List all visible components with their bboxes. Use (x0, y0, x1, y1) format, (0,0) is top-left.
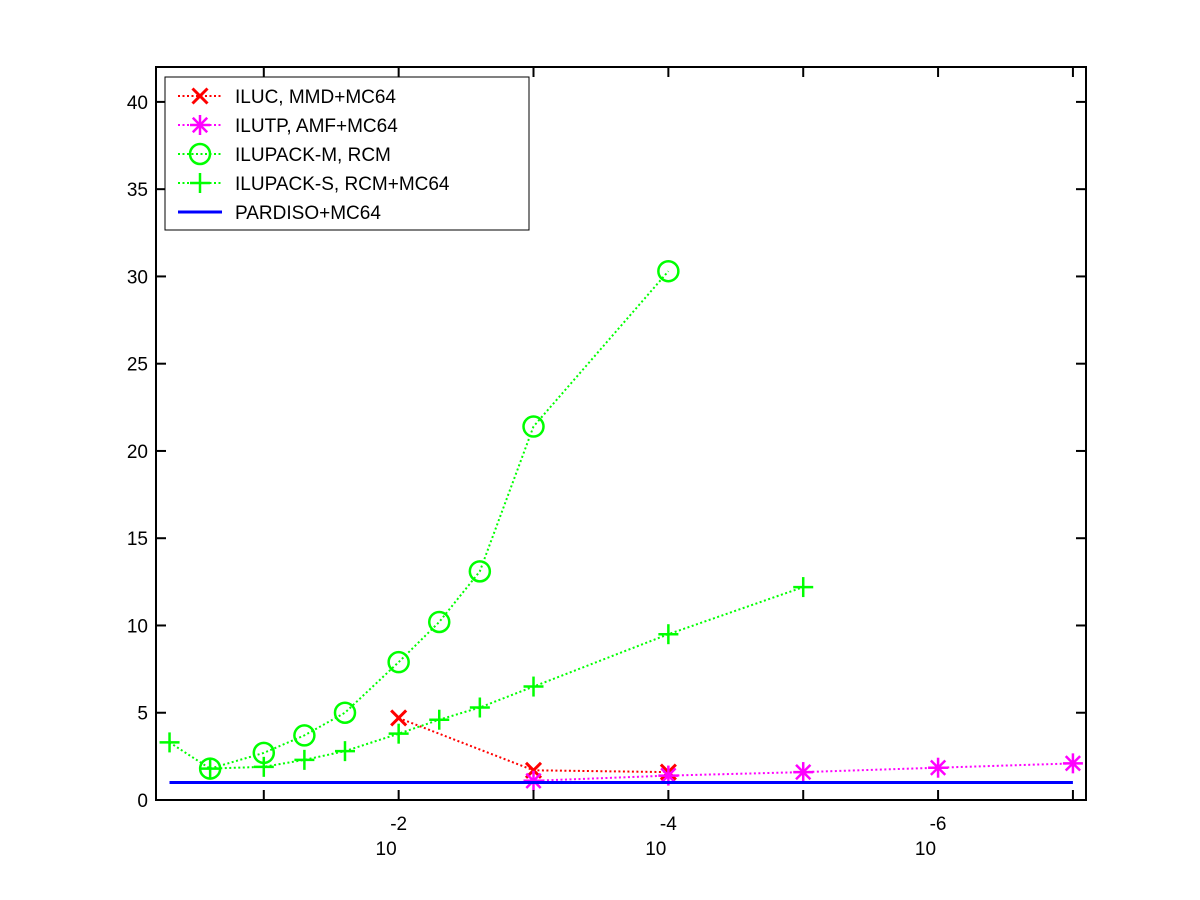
y-tick-label: 30 (127, 267, 148, 288)
series-0 (390, 709, 677, 781)
legend-label: ILUPACK-M, RCM (235, 145, 391, 166)
y-tick-label: 10 (127, 616, 148, 637)
data-point (294, 749, 315, 770)
series-line-3 (168, 586, 804, 770)
x-tick-label-base: 10 (645, 839, 666, 860)
series-3 (159, 577, 814, 779)
data-point (523, 676, 544, 697)
y-tick-label: 0 (137, 791, 148, 812)
x-tick-label-exponent: -6 (930, 814, 947, 835)
data-point (522, 415, 545, 438)
data-point (658, 624, 679, 645)
y-tick-label: 40 (127, 93, 148, 114)
x-tick-label-exponent: -2 (390, 814, 407, 835)
legend-label: ILUC, MMD+MC64 (235, 87, 396, 108)
legend-label: PARDISO+MC64 (235, 203, 381, 224)
data-point (429, 709, 450, 730)
legend: ILUC, MMD+MC64 ILUTP, AMF+MC64 ILUPACK-M, … (164, 76, 530, 231)
x-tick-label-base: 10 (915, 839, 936, 860)
legend-marker (190, 115, 210, 135)
data-point (293, 724, 316, 747)
legend-box (164, 76, 530, 231)
x-tick-label-base: 10 (376, 839, 397, 860)
axes-box (155, 66, 1087, 801)
data-layer (159, 259, 1083, 791)
y-tick-label: 5 (137, 704, 148, 725)
data-point (333, 701, 357, 724)
data-point (468, 560, 492, 583)
series-line-1 (533, 762, 1073, 782)
data-point (793, 762, 814, 783)
legend-entry: PARDISO+MC64 (178, 203, 381, 224)
data-point (427, 610, 451, 634)
legend-marker (188, 142, 212, 166)
data-point (469, 697, 490, 718)
data-point (523, 770, 544, 791)
data-point (793, 577, 814, 598)
data-point (334, 741, 355, 762)
data-point (388, 723, 409, 744)
legend-entry: ILUPACK-S, RCM+MC64 (178, 173, 450, 195)
legend-label: ILUPACK-S, RCM+MC64 (235, 174, 450, 195)
y-tick-label: 20 (127, 442, 148, 463)
data-point (657, 259, 680, 283)
legend-label: ILUTP, AMF+MC64 (235, 116, 398, 137)
series-1 (523, 753, 1083, 791)
data-point (253, 756, 274, 777)
data-point (928, 757, 949, 778)
x-tick-label-exponent: -4 (660, 814, 677, 835)
axes-layer: 0 5 10 15 20 25 30 35 40 10 -2 10 -4 10 -6 (127, 66, 1087, 860)
data-point (1062, 753, 1083, 774)
y-tick-label: 15 (127, 529, 148, 550)
data-point (200, 758, 221, 779)
data-point (387, 650, 410, 674)
data-point (159, 732, 180, 753)
y-tick-label: 35 (127, 180, 148, 201)
legend-entry: ILUPACK-M, RCM (178, 142, 391, 166)
legend-entry: ILUC, MMD+MC64 (178, 87, 396, 108)
data-point (390, 709, 408, 727)
legend-marker (191, 87, 209, 105)
y-tick-label: 25 (127, 355, 148, 376)
legend-marker (190, 173, 210, 193)
legend-entry: ILUTP, AMF+MC64 (178, 115, 398, 137)
